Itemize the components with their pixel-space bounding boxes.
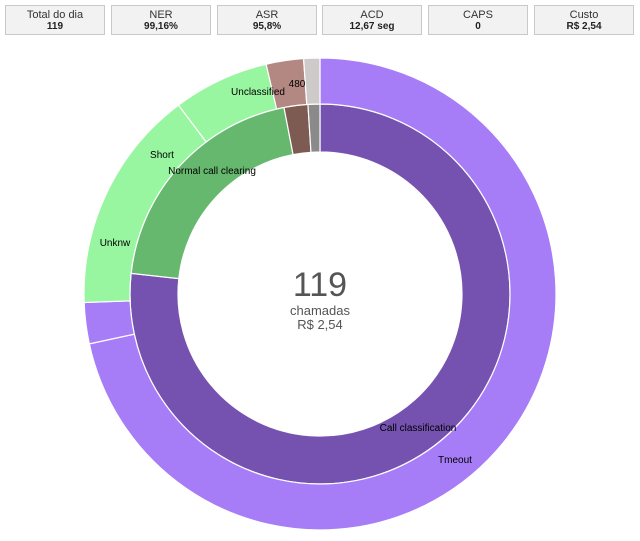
outer-label-unclassified: Unclassified: [231, 87, 285, 98]
stat-value: 95,8%: [252, 21, 282, 32]
stat-asr: ASR 95,8%: [217, 5, 317, 35]
stat-value: R$ 2,54: [566, 21, 602, 32]
stat-caps: CAPS 0: [428, 5, 528, 35]
donut-labels: Call classification Normal call clearing T…: [100, 79, 472, 466]
stat-label: CAPS: [463, 9, 493, 21]
stat-label: NER: [149, 9, 173, 21]
stat-label: Total do dia: [26, 9, 84, 21]
outer-label-tmeout: Tmeout: [438, 455, 472, 466]
stat-ner: NER 99,16%: [111, 5, 211, 35]
outer-label-480: 480: [289, 79, 306, 90]
outer-slice-unlabeled-5[interactable]: [302, 57, 321, 106]
inner-label-call-classification: Call classification: [380, 423, 457, 434]
stat-value: 119: [46, 21, 64, 32]
center-cost: R$ 2,54: [297, 317, 343, 332]
stat-acd: ACD 12,67 seg: [322, 5, 422, 35]
center-unit-label: chamadas: [290, 303, 350, 318]
stat-value: 0: [475, 21, 481, 32]
inner-label-normal-call-clearing: Normal call clearing: [168, 166, 256, 177]
stats-bar: Total do dia 119 NER 99,16% ASR 95,8% AC…: [0, 0, 640, 40]
call-donut-chart: Call classification Normal call clearing T…: [83, 57, 557, 531]
outer-label-unknw: Unknw: [100, 238, 131, 249]
stat-value: 99,16%: [144, 21, 178, 32]
stat-custo: Custo R$ 2,54: [534, 5, 634, 35]
stat-total-do-dia: Total do dia 119: [5, 5, 105, 35]
stat-label: Custo: [569, 9, 599, 21]
center-call-count: 119: [293, 266, 347, 304]
stat-label: ASR: [255, 9, 279, 21]
outer-label-short: Short: [150, 150, 174, 161]
donut-segments: [83, 57, 557, 531]
stat-value: 12,67 seg: [349, 21, 395, 32]
outer-slice-tmeout[interactable]: [88, 57, 557, 531]
stat-label: ACD: [360, 9, 384, 21]
